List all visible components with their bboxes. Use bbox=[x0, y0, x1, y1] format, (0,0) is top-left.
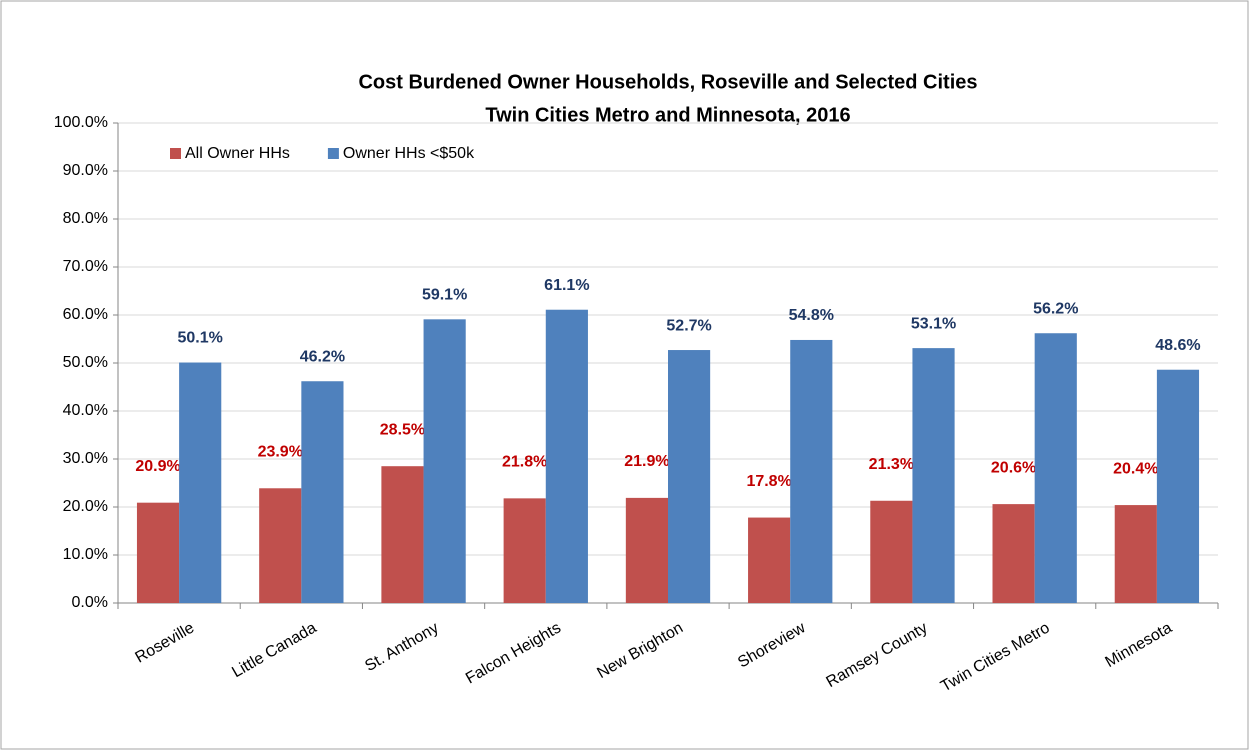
data-label: 21.9% bbox=[624, 453, 669, 470]
data-label: 20.4% bbox=[1113, 460, 1158, 477]
y-tick-label: 70.0% bbox=[63, 258, 108, 275]
legend-label: All Owner HHs bbox=[185, 145, 290, 162]
data-label: 21.3% bbox=[869, 456, 914, 473]
data-label: 20.6% bbox=[991, 459, 1036, 476]
bar bbox=[1034, 333, 1077, 603]
bar bbox=[912, 348, 955, 603]
data-label: 23.9% bbox=[258, 443, 303, 460]
bar bbox=[870, 500, 913, 603]
data-label: 28.5% bbox=[380, 421, 425, 438]
data-label: 50.1% bbox=[178, 330, 223, 347]
chart-title: Cost Burdened Owner Households, Rosevill… bbox=[358, 71, 977, 93]
bar bbox=[1114, 505, 1157, 603]
bar bbox=[748, 517, 791, 603]
y-tick-label: 40.0% bbox=[63, 402, 108, 419]
data-label: 59.1% bbox=[422, 287, 467, 304]
bar bbox=[259, 488, 302, 603]
legend-label: Owner HHs <$50k bbox=[343, 145, 475, 162]
legend-swatch bbox=[170, 148, 181, 159]
data-label: 56.2% bbox=[1033, 300, 1078, 317]
data-label: 48.6% bbox=[1155, 337, 1200, 354]
y-tick-label: 10.0% bbox=[63, 546, 108, 563]
bar bbox=[992, 504, 1035, 603]
data-label: 52.7% bbox=[666, 317, 711, 334]
y-tick-label: 60.0% bbox=[63, 306, 108, 323]
bar bbox=[625, 497, 668, 603]
data-label: 61.1% bbox=[544, 277, 589, 294]
bar bbox=[381, 466, 424, 603]
bar bbox=[301, 381, 344, 603]
y-tick-label: 50.0% bbox=[63, 354, 108, 371]
y-tick-label: 30.0% bbox=[63, 450, 108, 467]
data-label: 21.8% bbox=[502, 454, 547, 471]
legend-swatch bbox=[327, 148, 339, 159]
bar bbox=[136, 502, 180, 603]
y-tick-label: 80.0% bbox=[63, 210, 108, 227]
y-tick-label: 20.0% bbox=[63, 498, 108, 515]
bar bbox=[503, 498, 546, 603]
data-label: 46.2% bbox=[300, 348, 345, 365]
bar bbox=[545, 309, 588, 603]
bar bbox=[423, 319, 466, 603]
y-tick-label: 100.0% bbox=[54, 114, 108, 131]
bar bbox=[790, 339, 833, 603]
y-tick-label: 90.0% bbox=[63, 162, 108, 179]
bar bbox=[1156, 369, 1200, 603]
bar bbox=[668, 350, 711, 603]
chart-subtitle: Twin Cities Metro and Minnesota, 2016 bbox=[485, 104, 850, 126]
y-tick-label: 0.0% bbox=[72, 594, 108, 611]
data-label: 20.9% bbox=[135, 458, 180, 475]
bar bbox=[179, 362, 222, 603]
data-label: 17.8% bbox=[746, 473, 791, 490]
data-label: 53.1% bbox=[911, 315, 956, 332]
data-label: 54.8% bbox=[789, 307, 834, 324]
